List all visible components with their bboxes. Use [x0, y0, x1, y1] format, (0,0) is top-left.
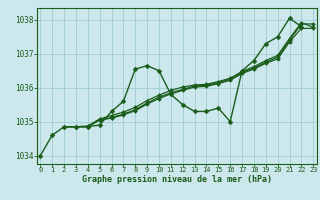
X-axis label: Graphe pression niveau de la mer (hPa): Graphe pression niveau de la mer (hPa)	[82, 175, 272, 184]
